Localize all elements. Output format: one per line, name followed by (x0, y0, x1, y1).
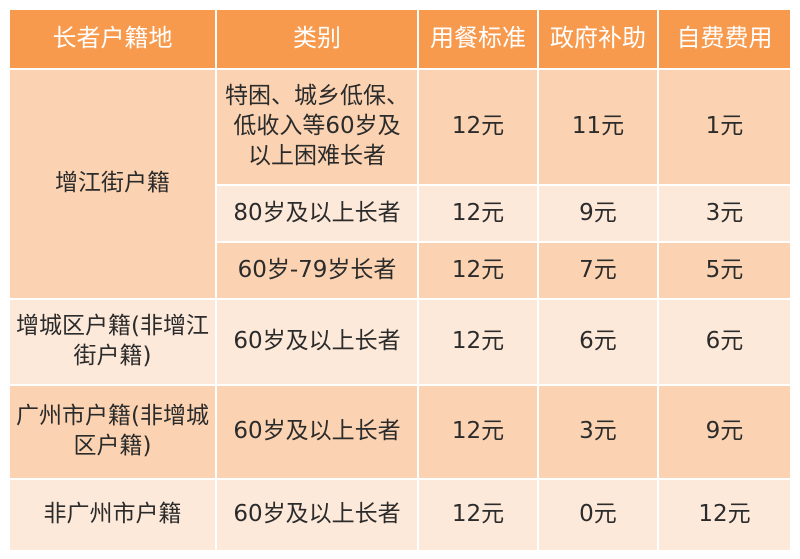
residence-cell: 增江街户籍 (10, 70, 215, 298)
meal-subsidy-table: 长者户籍地 类别 用餐标准 政府补助 自费费用 增江街户籍 特困、城乡低保、低收… (8, 8, 792, 552)
table-row: 增城区户籍(非增江街户籍) 60岁及以上长者 12元 6元 6元 (10, 300, 790, 384)
header-category: 类别 (217, 10, 417, 68)
residence-cell: 增城区户籍(非增江街户籍) (10, 300, 215, 384)
table-row: 非广州市户籍 60岁及以上长者 12元 0元 12元 (10, 480, 790, 550)
subsidy-cell: 6元 (539, 300, 657, 384)
self-pay-cell: 5元 (659, 243, 790, 298)
self-pay-cell: 12元 (659, 480, 790, 550)
table-row: 增江街户籍 特困、城乡低保、低收入等60岁及以上困难长者 12元 11元 1元 (10, 70, 790, 298)
residence-cell: 非广州市户籍 (10, 480, 215, 550)
subsidy-cell: 9元 (539, 186, 657, 241)
meal-standard-cell: 12元 (419, 243, 537, 298)
subsidy-cell: 0元 (539, 480, 657, 550)
meal-standard-cell: 12元 (419, 186, 537, 241)
self-pay-cell: 9元 (659, 386, 790, 478)
meal-standard-cell: 12元 (419, 70, 537, 184)
self-pay-cell: 1元 (659, 70, 790, 184)
self-pay-cell: 3元 (659, 186, 790, 241)
category-cell: 80岁及以上长者 (217, 186, 417, 241)
category-cell: 60岁及以上长者 (217, 480, 417, 550)
category-cell: 60岁及以上长者 (217, 300, 417, 384)
residence-cell: 广州市户籍(非增城区户籍) (10, 386, 215, 478)
header-meal-standard: 用餐标准 (419, 10, 537, 68)
meal-standard-cell: 12元 (419, 480, 537, 550)
header-government-subsidy: 政府补助 (539, 10, 657, 68)
meal-standard-cell: 12元 (419, 300, 537, 384)
header-residence: 长者户籍地 (10, 10, 215, 68)
subsidy-cell: 3元 (539, 386, 657, 478)
table-row: 60岁-79岁长者 12元 7元 5元 (10, 243, 790, 298)
meal-standard-cell: 12元 (419, 386, 537, 478)
category-cell: 60岁及以上长者 (217, 386, 417, 478)
table-row: 广州市户籍(非增城区户籍) 60岁及以上长者 12元 3元 9元 (10, 386, 790, 478)
table-row: 80岁及以上长者 12元 9元 3元 (10, 186, 790, 241)
header-row: 长者户籍地 类别 用餐标准 政府补助 自费费用 (10, 10, 790, 68)
self-pay-cell: 6元 (659, 300, 790, 384)
subsidy-cell: 11元 (539, 70, 657, 184)
category-cell: 60岁-79岁长者 (217, 243, 417, 298)
subsidy-cell: 7元 (539, 243, 657, 298)
header-self-pay: 自费费用 (659, 10, 790, 68)
category-cell: 特困、城乡低保、低收入等60岁及以上困难长者 (217, 70, 417, 184)
